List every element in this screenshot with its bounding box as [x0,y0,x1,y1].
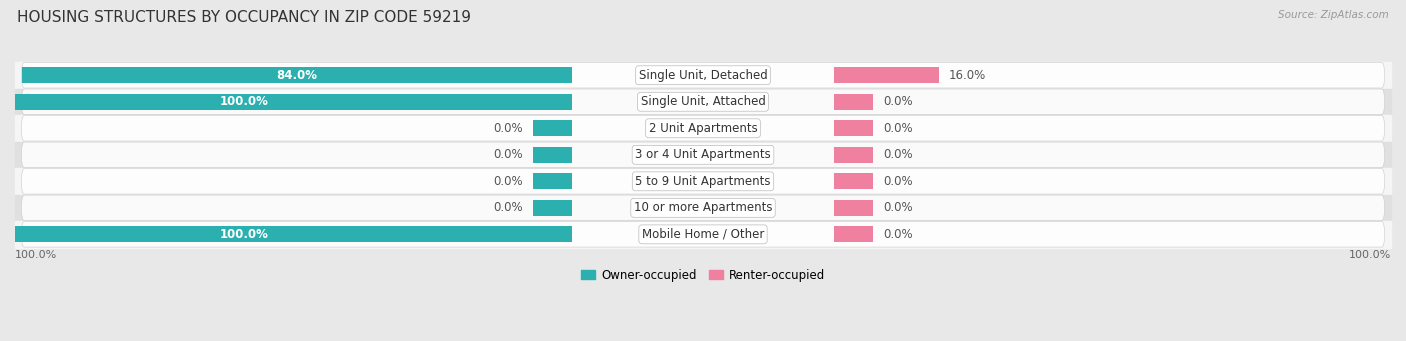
Bar [15,168,1391,195]
Text: 3 or 4 Unit Apartments: 3 or 4 Unit Apartments [636,148,770,161]
Text: 84.0%: 84.0% [276,69,318,82]
Bar [533,120,572,136]
Bar [0,94,572,110]
Text: HOUSING STRUCTURES BY OCCUPANCY IN ZIP CODE 59219: HOUSING STRUCTURES BY OCCUPANCY IN ZIP C… [17,10,471,25]
Bar [834,147,873,163]
Bar [834,200,873,216]
FancyBboxPatch shape [21,195,1385,221]
Bar [834,173,873,189]
Bar [15,221,1391,248]
Text: Single Unit, Detached: Single Unit, Detached [638,69,768,82]
FancyBboxPatch shape [21,142,1385,167]
Text: 100.0%: 100.0% [1348,250,1391,260]
Bar [834,67,939,83]
FancyBboxPatch shape [21,222,1385,247]
Bar [533,173,572,189]
Text: 0.0%: 0.0% [494,148,523,161]
Text: 0.0%: 0.0% [883,175,912,188]
Text: 5 to 9 Unit Apartments: 5 to 9 Unit Apartments [636,175,770,188]
Text: Mobile Home / Other: Mobile Home / Other [641,228,765,241]
Text: 0.0%: 0.0% [883,95,912,108]
Bar [533,147,572,163]
FancyBboxPatch shape [21,89,1385,115]
Text: 10 or more Apartments: 10 or more Apartments [634,201,772,214]
Text: 100.0%: 100.0% [219,228,269,241]
Legend: Owner-occupied, Renter-occupied: Owner-occupied, Renter-occupied [576,264,830,286]
Bar [15,89,1391,115]
Bar [15,142,1391,168]
Text: 0.0%: 0.0% [494,201,523,214]
Bar [15,195,1391,221]
Text: 16.0%: 16.0% [949,69,986,82]
Text: Single Unit, Attached: Single Unit, Attached [641,95,765,108]
Text: 0.0%: 0.0% [883,228,912,241]
Text: Source: ZipAtlas.com: Source: ZipAtlas.com [1278,10,1389,20]
Text: 0.0%: 0.0% [883,201,912,214]
Bar [0,226,572,242]
Bar [21,67,572,83]
FancyBboxPatch shape [21,116,1385,141]
Bar [533,200,572,216]
Text: 0.0%: 0.0% [883,148,912,161]
Text: 0.0%: 0.0% [494,175,523,188]
FancyBboxPatch shape [21,168,1385,194]
Text: 100.0%: 100.0% [219,95,269,108]
FancyBboxPatch shape [21,62,1385,88]
Text: 100.0%: 100.0% [15,250,58,260]
Bar [834,226,873,242]
Text: 0.0%: 0.0% [883,122,912,135]
Bar [834,94,873,110]
Bar [15,62,1391,89]
Bar [15,115,1391,142]
Text: 2 Unit Apartments: 2 Unit Apartments [648,122,758,135]
Bar [834,120,873,136]
Text: 0.0%: 0.0% [494,122,523,135]
